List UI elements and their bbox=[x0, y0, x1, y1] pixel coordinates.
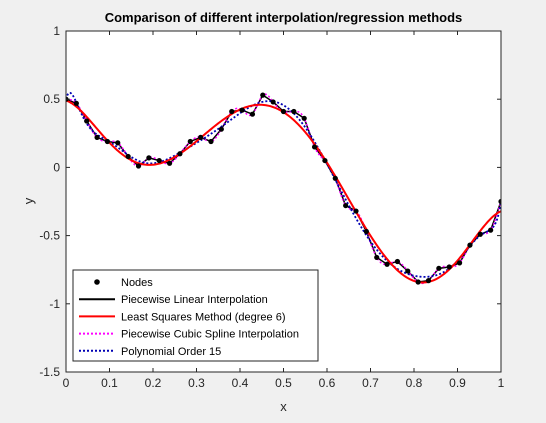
y-tick-label: -1.5 bbox=[39, 365, 60, 379]
node-point bbox=[84, 118, 89, 123]
node-point bbox=[395, 259, 400, 264]
x-tick-label: 0.4 bbox=[232, 376, 249, 390]
node-point bbox=[74, 101, 79, 106]
node-point bbox=[146, 155, 151, 160]
node-point bbox=[384, 262, 389, 267]
x-tick-label: 0.7 bbox=[362, 376, 379, 390]
x-tick-label: 0.6 bbox=[319, 376, 336, 390]
node-point bbox=[343, 203, 348, 208]
chart-legend: Nodes Piecewise Linear Interpolation Least… bbox=[73, 270, 318, 361]
legend-label: Least Squares Method (degree 6) bbox=[121, 311, 286, 323]
node-point bbox=[188, 139, 193, 144]
node-point bbox=[239, 108, 244, 113]
node-point bbox=[322, 158, 327, 163]
y-tick-label: 0 bbox=[53, 160, 60, 174]
y-tick-label: -1 bbox=[49, 297, 60, 311]
node-point bbox=[94, 135, 99, 140]
node-point bbox=[436, 266, 441, 271]
y-tick-label: 1 bbox=[53, 24, 60, 38]
x-tick-label: 1 bbox=[498, 376, 505, 390]
node-point bbox=[478, 232, 483, 237]
node-point bbox=[219, 127, 224, 132]
node-point bbox=[250, 112, 255, 117]
node-point bbox=[136, 163, 141, 168]
node-point bbox=[302, 116, 307, 121]
x-tick-label: 0.2 bbox=[145, 376, 162, 390]
node-point bbox=[364, 229, 369, 234]
chart-title: Comparison of different interpolation/re… bbox=[105, 10, 463, 25]
node-point bbox=[374, 255, 379, 260]
node-point bbox=[260, 93, 265, 98]
node-point bbox=[333, 176, 338, 181]
legend-label: Piecewise Cubic Spline Interpolation bbox=[121, 329, 299, 341]
legend-marker bbox=[94, 279, 100, 285]
node-point bbox=[157, 158, 162, 163]
node-point bbox=[447, 264, 452, 269]
node-point bbox=[467, 243, 472, 248]
node-point bbox=[416, 279, 421, 284]
legend-label: Nodes bbox=[121, 277, 153, 289]
y-tick-label: 0.5 bbox=[43, 92, 60, 106]
x-axis-label: x bbox=[280, 399, 287, 414]
x-tick-label: 0 bbox=[63, 376, 70, 390]
y-tick-label: -0.5 bbox=[39, 229, 60, 243]
node-point bbox=[229, 109, 234, 114]
legend-label: Polynomial Order 15 bbox=[121, 346, 221, 358]
node-point bbox=[126, 154, 131, 159]
node-point bbox=[405, 268, 410, 273]
node-point bbox=[281, 109, 286, 114]
node-point bbox=[167, 161, 172, 166]
node-point bbox=[291, 109, 296, 114]
node-point bbox=[271, 99, 276, 104]
node-point bbox=[198, 135, 203, 140]
x-tick-label: 0.5 bbox=[275, 376, 292, 390]
node-point bbox=[105, 139, 110, 144]
x-tick-label: 0.8 bbox=[406, 376, 423, 390]
node-point bbox=[312, 144, 317, 149]
legend-label: Piecewise Linear Interpolation bbox=[121, 294, 268, 306]
node-point bbox=[353, 208, 358, 213]
node-point bbox=[177, 151, 182, 156]
node-point bbox=[488, 228, 493, 233]
node-point bbox=[208, 139, 213, 144]
x-tick-label: 0.9 bbox=[449, 376, 466, 390]
x-tick-label: 0.3 bbox=[188, 376, 205, 390]
node-point bbox=[426, 278, 431, 283]
node-point bbox=[457, 260, 462, 265]
x-tick-label: 0.1 bbox=[101, 376, 118, 390]
node-point bbox=[115, 140, 120, 145]
y-axis-label: y bbox=[21, 197, 36, 204]
